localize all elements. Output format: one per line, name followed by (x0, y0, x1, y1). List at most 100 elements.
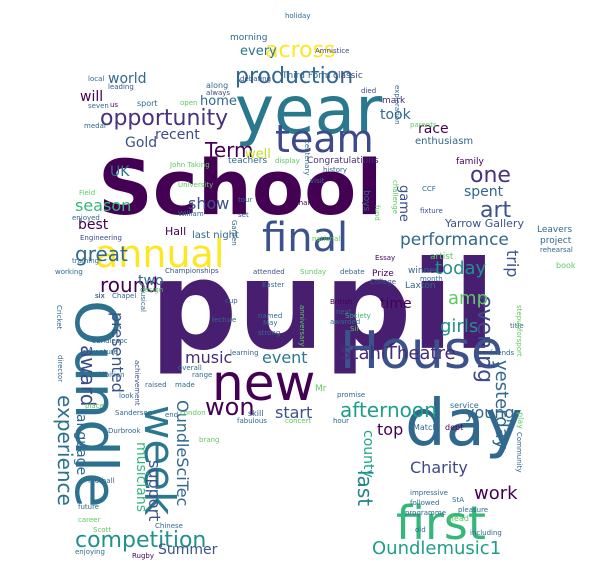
cloud-word: Hall (165, 225, 187, 238)
cloud-word: teachers (228, 156, 268, 166)
cloud-word: skill (248, 409, 264, 418)
cloud-word: debate (340, 268, 365, 276)
cloud-word: overall (178, 364, 202, 372)
cloud-word: stepupforsport (515, 305, 523, 357)
cloud-word: made (175, 381, 195, 389)
cloud-word: morning (230, 33, 268, 43)
cloud-word: director (56, 355, 64, 383)
cloud-word: exhibition (90, 371, 125, 379)
cloud-word: visit (310, 177, 325, 185)
cloud-word: classic (333, 71, 363, 81)
cloud-word: set (238, 211, 249, 219)
cloud-word: future (78, 503, 100, 511)
cloud-word: trip (503, 250, 522, 278)
cloud-word: John Taking (170, 161, 210, 169)
cloud-word: girls (440, 316, 479, 337)
cloud-word: Match (413, 423, 438, 432)
cloud-word: look (119, 392, 134, 400)
cloud-word: open (180, 99, 198, 107)
cloud-word: design (140, 286, 164, 294)
cloud-word: Oundlemusic1 (372, 538, 502, 559)
cloud-word: us (110, 101, 119, 109)
cloud-word: training (72, 257, 100, 265)
cloud-word: along (206, 81, 229, 90)
cloud-word: enjoying (75, 548, 105, 556)
cloud-word: concert (285, 417, 312, 425)
cloud-word: including (470, 529, 502, 537)
cloud-word: day (405, 387, 523, 461)
cloud-word: across (265, 38, 336, 63)
cloud-word: oundlesoc (92, 337, 128, 345)
cloud-word: took (380, 107, 411, 123)
cloud-word: new (212, 354, 316, 412)
cloud-word: pleasure (458, 506, 489, 514)
cloud-word: attended (253, 268, 285, 276)
cloud-word: book (556, 261, 576, 270)
cloud-word: mark (382, 96, 406, 106)
cloud-word: season (75, 196, 132, 215)
cloud-word: Prize (372, 269, 394, 279)
cloud-word: adventure (82, 348, 118, 356)
cloud-word: year (235, 72, 383, 149)
cloud-word: performance (400, 230, 509, 250)
cloud-word: title (510, 322, 524, 330)
cloud-word: learning (230, 349, 259, 357)
cloud-word: Community (515, 432, 523, 473)
cloud-word: family (456, 157, 484, 167)
cloud-word: production (235, 64, 354, 89)
cloud-word: six (95, 292, 105, 300)
cloud-word: May (263, 319, 278, 327)
cloud-word: display (275, 157, 300, 165)
cloud-word: hour (333, 417, 350, 425)
cloud-word: month (420, 275, 443, 283)
cloud-word: lecture (212, 316, 237, 324)
cloud-word: round (100, 273, 159, 297)
cloud-word: anniversary (298, 305, 306, 347)
cloud-word: will (80, 89, 104, 105)
cloud-word: Laxton (405, 281, 436, 291)
cloud-word: great (75, 242, 128, 266)
cloud-word: national (312, 235, 341, 243)
cloud-word: language (73, 410, 89, 476)
cloud-word: old (415, 526, 426, 534)
cloud-word: died (361, 87, 377, 95)
cloud-word: cup (225, 297, 238, 305)
cloud-word: London (180, 409, 206, 417)
cloud-word: today (435, 258, 487, 279)
cloud-word: programme (405, 509, 447, 517)
cloud-word: young (465, 403, 515, 422)
cloud-word: annual (95, 232, 225, 276)
cloud-word: Durbrook (108, 427, 141, 435)
cloud-word: one (470, 163, 511, 188)
cloud-word: centenary (303, 140, 311, 176)
cloud-word: fabulous (237, 417, 267, 425)
cloud-word: always (206, 89, 231, 97)
cloud-word: dept (445, 423, 464, 432)
cloud-word: exploration (393, 85, 401, 125)
cloud-word: Scott (93, 526, 112, 534)
cloud-word: home (200, 94, 237, 109)
cloud-word: House (340, 321, 503, 381)
cloud-word: Head (448, 514, 469, 523)
cloud-word: CCF (422, 185, 436, 193)
cloud-word: Chinese (155, 522, 183, 530)
cloud-word: art (480, 198, 512, 223)
cloud-word: first (396, 496, 486, 550)
cloud-word: world (108, 71, 147, 87)
cloud-word: sport (137, 99, 158, 108)
cloud-word: well (245, 147, 271, 162)
cloud-word: strong (258, 329, 281, 337)
cloud-word: named (258, 312, 283, 320)
cloud-word: StA (452, 496, 464, 504)
cloud-word: StahlTheatre (340, 343, 456, 364)
cloud-word: medal (84, 122, 106, 130)
cloud-word: Field (79, 189, 96, 197)
cloud-word: place (85, 402, 104, 410)
cloud-word: artist (430, 252, 454, 262)
cloud-word: fund (373, 205, 381, 221)
cloud-word: winner (408, 266, 439, 276)
cloud-word: promise (337, 391, 366, 399)
cloud-word: Easter (262, 281, 285, 289)
cloud-word: Cricket (55, 305, 63, 330)
cloud-word: football (88, 477, 115, 485)
